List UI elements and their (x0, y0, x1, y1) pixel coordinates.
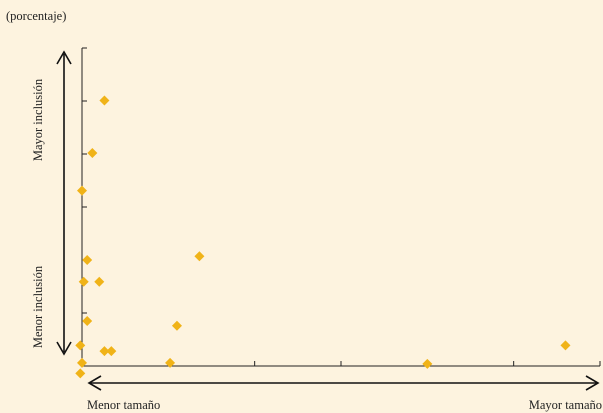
data-point (165, 357, 176, 368)
y-axis-ticks (82, 47, 87, 314)
data-point (422, 358, 433, 369)
data-point (77, 185, 87, 196)
data-point (75, 340, 86, 351)
unit-label: (porcentaje) (6, 9, 66, 23)
x-arrow-left-label: Menor tamaño (87, 398, 160, 412)
data-point (94, 276, 105, 287)
data-points (75, 95, 571, 379)
size-arrow (87, 375, 600, 391)
inclusion-arrow (56, 50, 72, 356)
data-point (99, 346, 110, 357)
x-arrow-right-label: Mayor tamaño (529, 398, 602, 412)
data-point (82, 315, 93, 326)
y-arrow-top-label: Mayor inclusión (31, 78, 45, 161)
data-point (560, 340, 571, 351)
data-point (82, 255, 93, 265)
data-point (77, 357, 87, 368)
data-point (106, 346, 117, 357)
data-point (99, 95, 110, 106)
data-point (171, 320, 182, 331)
data-point (87, 147, 98, 158)
data-point (75, 368, 86, 379)
x-axis-ticks (167, 361, 601, 366)
y-arrow-bottom-label: Menor inclusión (31, 265, 45, 348)
data-point (78, 276, 89, 287)
data-point (194, 251, 205, 262)
